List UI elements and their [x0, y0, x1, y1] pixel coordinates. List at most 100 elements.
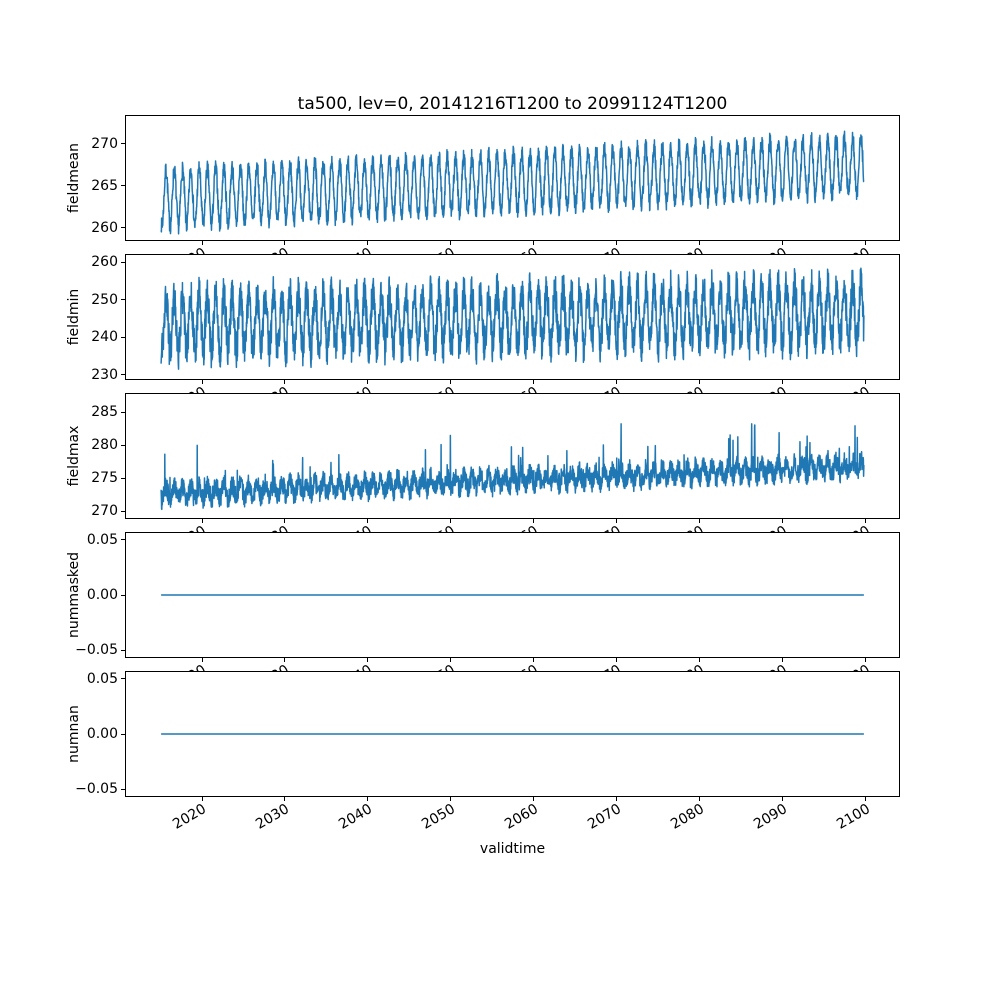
y-tick-mark: [121, 594, 125, 596]
y-tick-mark: [121, 678, 125, 680]
x-tick-mark: [782, 797, 784, 801]
x-tick-label: 2050: [418, 801, 458, 833]
y-tick-label: 285: [91, 404, 118, 421]
x-tick-mark: [367, 519, 369, 523]
series-line: [160, 267, 865, 370]
subplot-nummasked: nummasked −0.050.000.0520202030204020502…: [0, 531, 1000, 694]
y-tick-mark: [121, 374, 125, 376]
plot-area: [125, 115, 900, 241]
x-tick-mark: [782, 658, 784, 662]
figure-title: ta500, lev=0, 20141216T1200 to 20991124T…: [297, 94, 728, 114]
y-tick-mark: [121, 510, 125, 512]
y-tick-label: 270: [91, 135, 118, 152]
x-tick-mark: [782, 380, 784, 384]
x-tick-mark: [284, 658, 286, 662]
subplot-fieldmean: fieldmean 260265270202020302040205020602…: [0, 115, 1000, 277]
x-tick-mark: [450, 797, 452, 801]
x-tick-mark: [367, 241, 369, 245]
x-tick-mark: [533, 519, 535, 523]
x-tick-label: 2080: [667, 801, 707, 833]
x-tick-label: 2100: [833, 801, 873, 833]
y-tick-label: 280: [91, 437, 118, 454]
x-tick-mark: [782, 519, 784, 523]
y-tick-label: −0.05: [75, 781, 118, 798]
x-tick-mark: [699, 519, 701, 523]
y-tick-label: 0.00: [86, 726, 118, 742]
x-tick-label: 2030: [253, 801, 292, 833]
y-tick-mark: [121, 649, 125, 651]
y-tick-label: 230: [91, 366, 118, 383]
x-tick-mark: [533, 797, 535, 801]
y-tick-mark: [121, 299, 125, 301]
x-tick-mark: [865, 380, 867, 384]
x-tick-mark: [782, 241, 784, 245]
y-tick-mark: [121, 185, 125, 187]
line-chart-svg: [160, 423, 865, 511]
x-tick-mark: [865, 658, 867, 662]
x-tick-mark: [616, 241, 618, 245]
y-tick-mark: [121, 336, 125, 338]
y-tick-label: 265: [91, 177, 118, 194]
x-tick-label: 2040: [336, 801, 375, 833]
x-tick-mark: [616, 797, 618, 801]
y-tick-mark: [121, 143, 125, 145]
line-chart-svg: [160, 130, 865, 235]
x-tick-label: 2060: [501, 801, 541, 833]
x-tick-mark: [450, 241, 452, 245]
y-tick-mark: [121, 477, 125, 479]
series-line: [160, 423, 865, 511]
y-tick-label: 270: [91, 503, 118, 520]
plot-area: [125, 532, 900, 658]
x-tick-mark: [699, 380, 701, 384]
x-tick-mark: [699, 241, 701, 245]
x-tick-mark: [450, 380, 452, 384]
x-tick-mark: [367, 658, 369, 662]
y-tick-mark: [121, 411, 125, 413]
x-tick-mark: [699, 797, 701, 801]
y-tick-label: 250: [91, 291, 118, 308]
x-tick-mark: [284, 380, 286, 384]
x-tick-mark: [201, 519, 203, 523]
x-tick-label: 2020: [170, 801, 210, 833]
plot-area: [125, 393, 900, 519]
x-tick-mark: [201, 241, 203, 245]
x-tick-mark: [616, 658, 618, 662]
x-tick-mark: [367, 380, 369, 384]
x-tick-mark: [865, 797, 867, 801]
x-tick-mark: [865, 519, 867, 523]
x-tick-mark: [201, 797, 203, 801]
y-tick-mark: [121, 444, 125, 446]
series-line: [160, 130, 865, 235]
y-tick-mark: [121, 788, 125, 790]
x-tick-mark: [450, 519, 452, 523]
x-tick-mark: [284, 519, 286, 523]
x-tick-mark: [367, 797, 369, 801]
line-chart-svg: [161, 733, 864, 735]
x-tick-mark: [201, 658, 203, 662]
y-tick-label: 240: [91, 329, 118, 346]
subplot-numnan: numnan −0.05 0.00 0.05 2020 2030 2040 2050 2060…: [0, 671, 1000, 833]
x-tick-mark: [201, 380, 203, 384]
y-tick-mark: [121, 227, 125, 229]
x-tick-label: 2090: [750, 801, 790, 833]
plot-area: [125, 671, 900, 797]
x-tick-mark: [616, 519, 618, 523]
y-tick-label: 260: [91, 254, 118, 271]
x-tick-mark: [533, 658, 535, 662]
y-tick-mark: [121, 733, 125, 735]
x-tick-mark: [616, 380, 618, 384]
x-tick-mark: [284, 241, 286, 245]
plot-area: [125, 254, 900, 380]
x-tick-mark: [865, 241, 867, 245]
x-tick-mark: [450, 658, 452, 662]
y-tick-label: 275: [91, 470, 118, 487]
x-tick-mark: [284, 797, 286, 801]
y-tick-label: 0.05: [86, 531, 118, 548]
x-tick-mark: [533, 380, 535, 384]
x-tick-mark: [533, 241, 535, 245]
y-tick-label: 260: [91, 219, 118, 236]
line-chart-svg: [161, 594, 864, 596]
subplot-fieldmax: fieldmax 2702752802852020203020402050206…: [0, 393, 1000, 555]
line-chart-svg: [160, 267, 865, 370]
subplot-fieldmin: fieldmin 2302402502602020203020402050206…: [0, 254, 1000, 416]
